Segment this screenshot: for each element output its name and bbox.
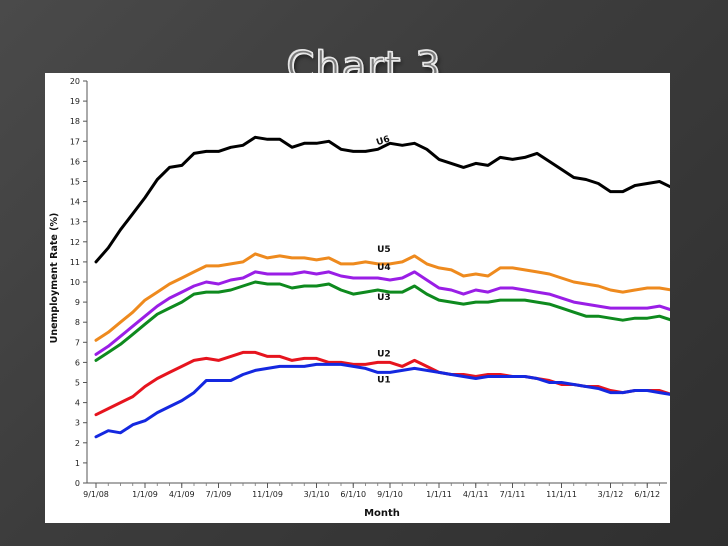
series-label-u5: U5 [377,245,391,255]
y-tick-label: 11 [70,258,80,267]
y-tick-label: 3 [75,419,80,428]
x-tick-label: 7/1/09 [206,490,232,499]
x-tick-label: 4/1/11 [463,490,489,499]
y-tick-label: 20 [70,77,80,86]
series-label-u4: U4 [377,263,391,273]
series-label-u3: U3 [377,293,391,303]
series-layer [94,135,674,439]
y-tick-label: 8 [75,318,80,327]
y-tick-label: 19 [70,97,80,106]
y-tick-label: 7 [75,338,80,347]
x-tick-label: 9/1/08 [83,490,109,499]
x-axis-title: Month [364,508,400,519]
y-tick-label: 2 [75,439,80,448]
y-tick-label: 9 [75,298,80,307]
series-line-u6 [94,135,674,264]
x-tick-label: 6/1/12 [634,490,660,499]
y-tick-label: 10 [70,278,80,287]
y-tick-label: 13 [70,218,80,227]
y-tick-label: 16 [70,157,80,166]
x-tick-label: 1/1/11 [426,490,452,499]
x-tick-label: 4/1/09 [169,490,195,499]
y-tick-label: 6 [75,358,80,367]
series-label-u1: U1 [377,376,391,386]
x-tick-label: 9/1/10 [377,490,403,499]
series-labels: U6 U5 U4 U3 U2 U1 [375,135,391,386]
y-tick-label: 14 [70,198,80,207]
x-tick-label: 11/1/11 [546,490,577,499]
y-tick-label: 0 [75,479,80,488]
series-line-u3 [94,280,674,362]
x-tick-label: 11/1/09 [252,490,283,499]
series-label-u6: U6 [375,135,391,149]
x-tick-label: 1/1/09 [132,490,158,499]
y-tick-label: 4 [75,399,80,408]
y-tick-label: 17 [70,137,80,146]
y-tick-label: 5 [75,379,80,388]
y-tick-label: 12 [70,238,80,247]
chart-panel: 0 1 2 3 4 5 6 7 8 9 10 11 12 13 14 15 16 17 18 19 20 9/1/08 1/… [45,73,674,523]
x-tick-label: 3/1/10 [304,490,330,499]
y-tick-label: 15 [70,178,80,187]
x-tick-label: 3/1/12 [598,490,624,499]
series-line-u1 [94,362,674,439]
series-line-u4 [94,270,674,356]
x-tick-label: 7/1/11 [500,490,526,499]
y-axis-title: Unemployment Rate (%) [49,213,60,344]
series-line-u5 [94,252,674,342]
y-tick-label: 1 [75,459,80,468]
series-label-u2: U2 [377,349,391,359]
y-tick-label: 18 [70,117,80,126]
x-tick-label: 6/1/10 [340,490,366,499]
